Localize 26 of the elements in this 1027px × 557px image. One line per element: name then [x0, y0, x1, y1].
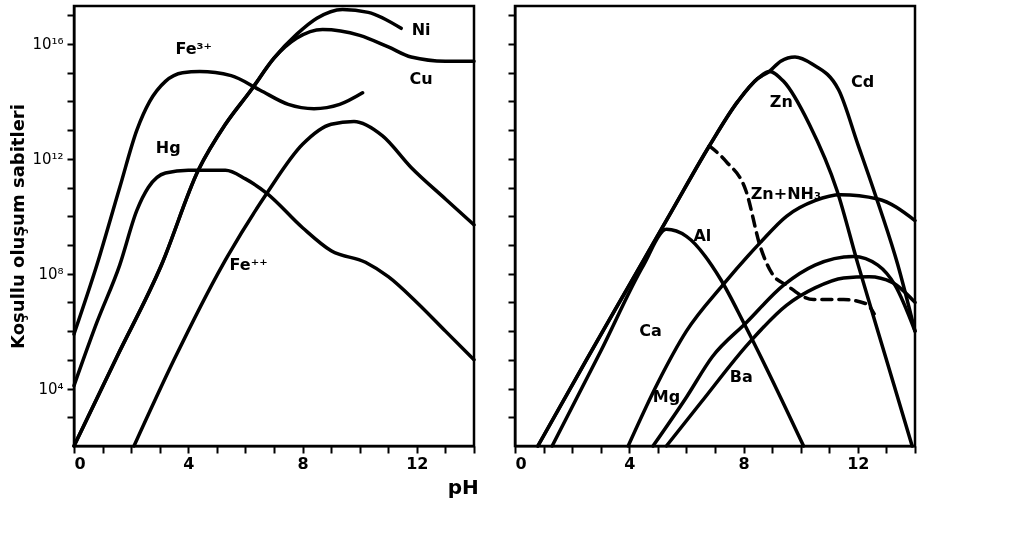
x-tick-label: 8 — [738, 453, 750, 473]
x-tick-label: 4 — [624, 453, 636, 473]
series-label: Fe⁺⁺ — [229, 255, 268, 275]
y-tick-label: 10⁸ — [38, 265, 64, 284]
series-label: Hg — [155, 138, 181, 158]
series-label: Zn+NH₃ — [750, 184, 821, 204]
series-label: Ni — [411, 20, 431, 40]
series-label: Cd — [851, 71, 875, 91]
x-tick-label: 0 — [515, 453, 527, 473]
y-tick-label: 10⁴ — [38, 380, 64, 399]
y-tick-label: 10¹² — [32, 150, 64, 169]
series-label: Zn — [769, 92, 793, 112]
series-label: Al — [693, 226, 712, 246]
x-tick-label: 0 — [74, 453, 86, 473]
y-axis-title: Koşullu oluşum sabitleri — [7, 104, 29, 349]
x-tick-label: 4 — [183, 453, 195, 473]
series-label: Cu — [409, 69, 433, 89]
x-tick-label: 12 — [406, 453, 429, 473]
series-label: Ba — [729, 366, 753, 386]
series-label: Fe³⁺ — [175, 39, 213, 59]
series-label: Mg — [652, 387, 681, 407]
x-tick-label: 8 — [297, 453, 309, 473]
y-tick-label: 10¹⁶ — [32, 35, 64, 54]
series-label: Ca — [639, 321, 662, 341]
x-tick-label: 12 — [847, 453, 870, 473]
x-axis-title: pH — [447, 475, 479, 500]
